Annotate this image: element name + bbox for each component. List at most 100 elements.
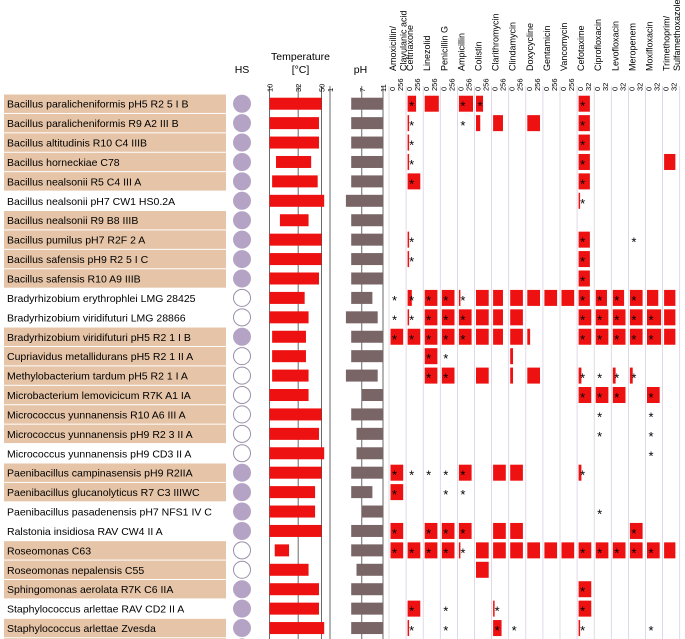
antibiotic-mic-bar	[458, 522, 472, 539]
antibiotic-mic-bar	[424, 542, 438, 559]
antibiotic-mic-bar	[407, 620, 410, 637]
antibiotic-tick-min: 0	[627, 87, 636, 91]
resistance-star: *	[443, 468, 448, 483]
antibiotic-mic-bar	[493, 620, 502, 637]
resistance-star: *	[460, 468, 465, 483]
resistance-star: *	[392, 526, 397, 541]
hs-circle	[233, 211, 251, 230]
antibiotic-label: Levofloxacin	[610, 21, 620, 71]
antibiotic-mic-bar	[476, 542, 489, 559]
antibiotic-mic-bar	[441, 309, 455, 326]
ph-bar	[351, 214, 383, 227]
antibiotic-tick-min: 0	[491, 87, 500, 91]
resistance-star: *	[580, 235, 585, 250]
antibiotic-tick-min: 0	[662, 87, 671, 91]
antibiotic-mic-bar	[578, 464, 582, 481]
antibiotic-mic-bar	[595, 309, 609, 326]
antibiotic-mic-bar	[407, 600, 421, 617]
antibiotic-tick-max: 32	[601, 83, 610, 91]
strain-row-highlight	[4, 172, 226, 191]
antibiotic-mic-bar	[441, 542, 455, 559]
temperature-bar	[276, 155, 312, 168]
antibiotic-label: Cefotaxime	[576, 25, 586, 71]
antibiotic-tick-min: 0	[542, 87, 551, 91]
strain-label: Micrococcus yunnanensis R10 A6 III A	[7, 409, 186, 421]
antibiotic-label: Amoxicillin/	[388, 25, 398, 71]
temperature-bar	[269, 253, 322, 266]
strain-label: Bacillus horneckiae C78	[7, 157, 120, 169]
antibiotic-mic-bar	[476, 561, 489, 578]
antibiotic-tick-max: 256	[550, 78, 559, 91]
antibiotic-tick-min: 0	[508, 87, 517, 91]
antibiotic-label: Sulfamethoxazole	[672, 0, 682, 71]
strain-label: Paenibacillus campinasensis pH9 R2IIA	[7, 468, 193, 480]
antibiotic-mic-bar	[493, 289, 503, 306]
temperature-header: Temperature	[271, 51, 330, 63]
resistance-star: *	[580, 312, 585, 327]
temperature-bar	[269, 563, 309, 576]
strain-row-highlight	[4, 482, 226, 502]
antibiotic-mic-bar	[476, 328, 489, 345]
antibiotic-mic-bar	[407, 153, 410, 170]
antibiotic-mic-bar	[458, 95, 473, 112]
resistance-star: *	[614, 312, 619, 327]
antibiotic-mic-bar	[612, 387, 626, 404]
antibiotic-mic-bar	[647, 289, 659, 306]
antibiotic-mic-bar	[612, 309, 626, 326]
ph-tick-label: 1	[326, 88, 335, 92]
antibiotic-mic-bar	[493, 115, 503, 132]
hs-circle	[233, 152, 251, 171]
strain-label: Roseomonas C63	[7, 545, 91, 557]
antibiotic-mic-bar	[595, 542, 609, 559]
antibiotic-mic-bar	[578, 192, 581, 209]
antibiotic-mic-bar	[493, 542, 506, 559]
antibiotic-mic-bar	[510, 309, 523, 326]
antibiotic-tick-min: 0	[645, 87, 654, 91]
antibiotic-tick-min: 0	[525, 87, 534, 91]
temperature-bar	[272, 175, 318, 188]
resistance-star: *	[614, 371, 619, 386]
antibiotic-mic-bar	[664, 289, 676, 306]
hs-circle	[233, 269, 251, 288]
temperature-bar	[269, 311, 309, 324]
ph-bar	[345, 194, 383, 207]
ph-bar	[351, 622, 383, 635]
resistance-star: *	[631, 371, 636, 386]
antibiotic-mic-bar	[476, 367, 489, 384]
resistance-star: *	[495, 623, 500, 638]
hs-circle	[233, 366, 251, 385]
temperature-bar	[269, 486, 316, 499]
hs-circle	[233, 172, 251, 191]
antibiotic-mic-bar	[441, 289, 455, 306]
antibiotic-label: Penicillin G	[439, 26, 449, 71]
hs-circle	[233, 463, 251, 482]
temperature-bar	[269, 602, 319, 615]
antibiotic-mic-bar	[578, 387, 592, 404]
resistance-star: *	[597, 293, 602, 308]
resistance-star: *	[580, 545, 585, 560]
antibiotic-tick-min: 0	[456, 87, 465, 91]
antibiotic-mic-bar	[493, 328, 503, 345]
hs-circle	[233, 619, 251, 638]
strain-row-highlight	[4, 152, 226, 172]
hs-circle	[233, 288, 251, 307]
resistance-star: *	[443, 351, 448, 366]
strain-label: Micrococcus yunnanensis pH9 R2 3 II A	[7, 429, 193, 441]
resistance-star: *	[409, 118, 414, 133]
strain-label: Bacillus nealsonii R9 B8 IIIB	[7, 215, 138, 227]
antibiotic-mic-bar	[476, 309, 489, 326]
strain-row-highlight	[4, 541, 226, 560]
antibiotic-mic-bar	[629, 309, 643, 326]
resistance-star: *	[409, 138, 414, 153]
antibiotic-tick-max: 32	[635, 83, 644, 91]
strain-row-highlight	[4, 346, 226, 366]
resistance-star: *	[409, 332, 414, 347]
antibiotic-mic-bar	[390, 464, 404, 481]
resistance-star: *	[460, 332, 465, 347]
resistance-star: *	[580, 623, 585, 638]
antibiotic-tick-max: 32	[653, 83, 662, 91]
antibiotic-label: Ciprofloxacin	[593, 19, 603, 71]
antibiotic-mic-bar	[510, 289, 523, 306]
antibiotic-mic-bar	[629, 542, 643, 559]
antibiotic-tick-min: 0	[405, 87, 414, 91]
